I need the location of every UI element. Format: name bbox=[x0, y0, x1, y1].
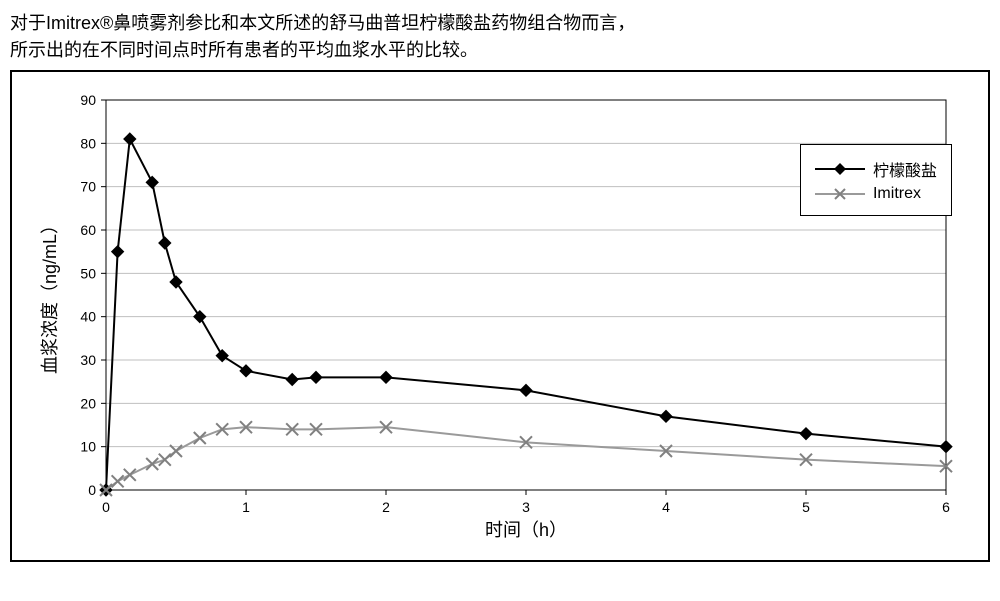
plasma-concentration-chart: 0 10 20 30 40 50 60 70 80 90 0 1 2 3 4 5 6 时间（h） 血浆浓度（ng/m… bbox=[26, 90, 966, 550]
svg-text:90: 90 bbox=[80, 92, 96, 108]
legend-swatch-imitrex bbox=[815, 186, 865, 202]
chart-legend: 柠檬酸盐 Imitrex bbox=[800, 144, 952, 216]
svg-text:20: 20 bbox=[80, 395, 96, 411]
caption-line-2: 所示出的在不同时间点时所有患者的平均血浆水平的比较。 bbox=[10, 40, 478, 60]
svg-text:2: 2 bbox=[382, 499, 390, 515]
legend-item-citrate: 柠檬酸盐 bbox=[815, 157, 937, 181]
legend-label-imitrex: Imitrex bbox=[873, 185, 921, 203]
svg-text:10: 10 bbox=[80, 439, 96, 455]
svg-text:0: 0 bbox=[102, 499, 110, 515]
legend-item-imitrex: Imitrex bbox=[815, 185, 937, 203]
legend-label-citrate: 柠檬酸盐 bbox=[873, 157, 937, 181]
legend-swatch-citrate bbox=[815, 161, 865, 177]
svg-text:50: 50 bbox=[80, 265, 96, 281]
svg-text:80: 80 bbox=[80, 135, 96, 151]
svg-text:血浆浓度（ng/mL）: 血浆浓度（ng/mL） bbox=[40, 216, 60, 374]
svg-text:40: 40 bbox=[80, 309, 96, 325]
svg-text:6: 6 bbox=[942, 499, 950, 515]
svg-text:70: 70 bbox=[80, 179, 96, 195]
svg-text:5: 5 bbox=[802, 499, 810, 515]
svg-text:60: 60 bbox=[80, 222, 96, 238]
svg-text:时间（h）: 时间（h） bbox=[485, 520, 567, 540]
svg-text:1: 1 bbox=[242, 499, 250, 515]
svg-text:0: 0 bbox=[88, 482, 96, 498]
chart-frame: 0 10 20 30 40 50 60 70 80 90 0 1 2 3 4 5 6 时间（h） 血浆浓度（ng/m… bbox=[10, 70, 990, 562]
figure-caption: 对于Imitrex®鼻喷雾剂参比和本文所述的舒马曲普坦柠檬酸盐药物组合物而言， … bbox=[10, 10, 990, 64]
svg-text:3: 3 bbox=[522, 499, 530, 515]
svg-text:4: 4 bbox=[662, 499, 670, 515]
caption-line-1: 对于Imitrex®鼻喷雾剂参比和本文所述的舒马曲普坦柠檬酸盐药物组合物而言， bbox=[10, 13, 635, 33]
svg-text:30: 30 bbox=[80, 352, 96, 368]
